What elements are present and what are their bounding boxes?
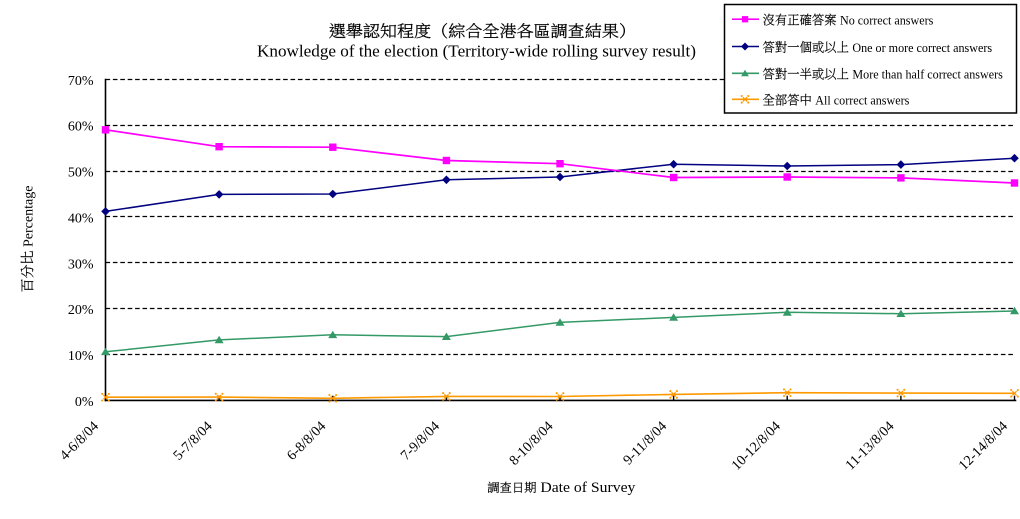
svg-text:All correct answers: All correct answers — [815, 94, 909, 108]
svg-text:70%: 70% — [68, 74, 94, 89]
svg-text:40%: 40% — [68, 211, 94, 226]
svg-text:One or more correct answers: One or more correct answers — [852, 41, 992, 55]
svg-text:Knowledge of the election (Ter: Knowledge of the election (Territory-wid… — [257, 42, 696, 61]
svg-text:60%: 60% — [68, 120, 94, 135]
svg-text:30%: 30% — [68, 257, 94, 272]
svg-text:No correct answers: No correct answers — [840, 14, 934, 28]
svg-text:0%: 0% — [75, 395, 94, 410]
svg-text:Percentage: Percentage — [21, 186, 36, 247]
svg-text:50%: 50% — [68, 166, 94, 181]
svg-text:Date of Survey: Date of Survey — [540, 480, 636, 496]
svg-text:20%: 20% — [68, 303, 94, 318]
svg-text:10%: 10% — [68, 349, 94, 364]
svg-text:More than half correct answers: More than half correct answers — [852, 68, 1003, 82]
